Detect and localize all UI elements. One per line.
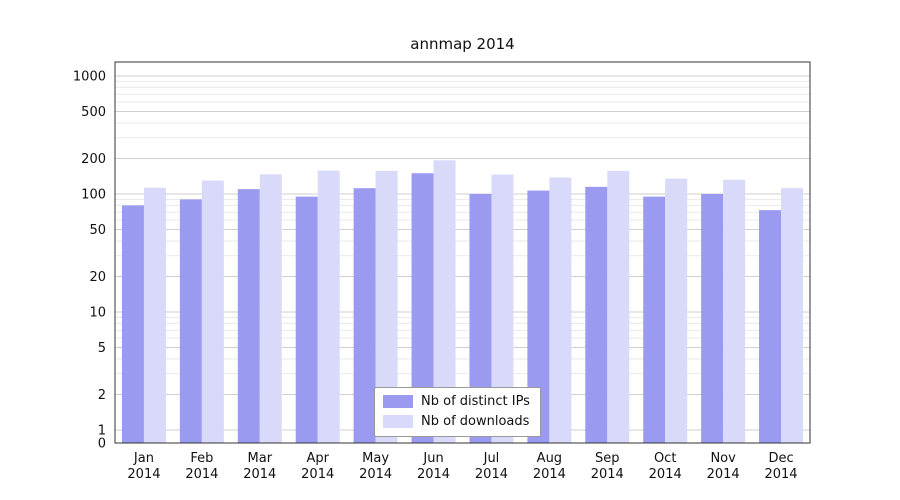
x-tick-label: Sep 2014 bbox=[591, 451, 624, 482]
y-tick-label: 1 bbox=[98, 424, 106, 439]
y-tick-label: 20 bbox=[89, 270, 106, 285]
legend-label-downloads: Nb of downloads bbox=[421, 414, 530, 429]
bar-downloads-Mar bbox=[259, 174, 282, 443]
bar-distinct-ips-Jul bbox=[469, 194, 492, 443]
y-tick-label: 500 bbox=[81, 105, 106, 120]
x-tick-label: Mar 2014 bbox=[243, 451, 276, 482]
bar-distinct-ips-May bbox=[353, 188, 376, 443]
bar-downloads-Nov bbox=[723, 179, 746, 443]
bar-downloads-Jan bbox=[143, 187, 166, 443]
bar-downloads-Dec bbox=[781, 188, 804, 443]
legend-swatch-distinct-ips bbox=[383, 395, 413, 408]
y-tick-label: 5 bbox=[98, 341, 106, 356]
bar-downloads-Aug bbox=[549, 177, 572, 443]
x-tick-label: Feb 2014 bbox=[185, 451, 218, 482]
chart-title: annmap 2014 bbox=[410, 35, 515, 53]
bar-distinct-ips-Mar bbox=[237, 189, 260, 443]
bar-distinct-ips-Feb bbox=[179, 199, 202, 443]
y-tick-label: 1000 bbox=[73, 70, 106, 85]
x-tick-label: Oct 2014 bbox=[649, 451, 682, 482]
bar-distinct-ips-Jan bbox=[121, 205, 144, 443]
legend: Nb of distinct IPs Nb of downloads bbox=[374, 387, 541, 437]
bar-distinct-ips-Dec bbox=[759, 210, 782, 443]
x-tick-label: Jun 2014 bbox=[417, 451, 450, 482]
bar-distinct-ips-Sep bbox=[585, 186, 608, 444]
bar-distinct-ips-Apr bbox=[295, 196, 318, 443]
legend-swatch-downloads bbox=[383, 415, 413, 428]
y-tick-label: 2 bbox=[98, 388, 106, 403]
bar-downloads-May bbox=[375, 170, 398, 443]
bar-distinct-ips-Oct bbox=[643, 196, 666, 443]
bar-downloads-Jul bbox=[491, 174, 514, 443]
x-tick-label: Jul 2014 bbox=[475, 451, 508, 482]
bar-downloads-Jun bbox=[433, 160, 456, 443]
bar-distinct-ips-Aug bbox=[527, 190, 550, 443]
bar-distinct-ips-Nov bbox=[701, 194, 724, 443]
legend-label-distinct-ips: Nb of distinct IPs bbox=[421, 394, 530, 409]
x-tick-label: Jan 2014 bbox=[127, 451, 160, 482]
bar-downloads-Apr bbox=[317, 170, 340, 443]
y-tick-label: 0 bbox=[98, 437, 106, 452]
x-tick-label: Dec 2014 bbox=[764, 451, 797, 482]
x-tick-label: Apr 2014 bbox=[301, 451, 334, 482]
legend-item-downloads: Nb of downloads bbox=[383, 414, 530, 429]
bar-downloads-Feb bbox=[201, 180, 224, 443]
y-tick-label: 50 bbox=[89, 223, 106, 238]
x-tick-label: Aug 2014 bbox=[533, 451, 566, 482]
bar-downloads-Sep bbox=[607, 170, 630, 443]
bar-distinct-ips-Jun bbox=[411, 173, 434, 443]
legend-item-distinct-ips: Nb of distinct IPs bbox=[383, 394, 530, 409]
y-tick-label: 100 bbox=[81, 188, 106, 203]
y-tick-label: 10 bbox=[89, 306, 106, 321]
x-tick-label: May 2014 bbox=[359, 451, 392, 482]
y-tick-label: 200 bbox=[81, 152, 106, 167]
bar-downloads-Oct bbox=[665, 178, 688, 444]
plot-border bbox=[114, 61, 811, 444]
x-tick-label: Nov 2014 bbox=[707, 451, 740, 482]
